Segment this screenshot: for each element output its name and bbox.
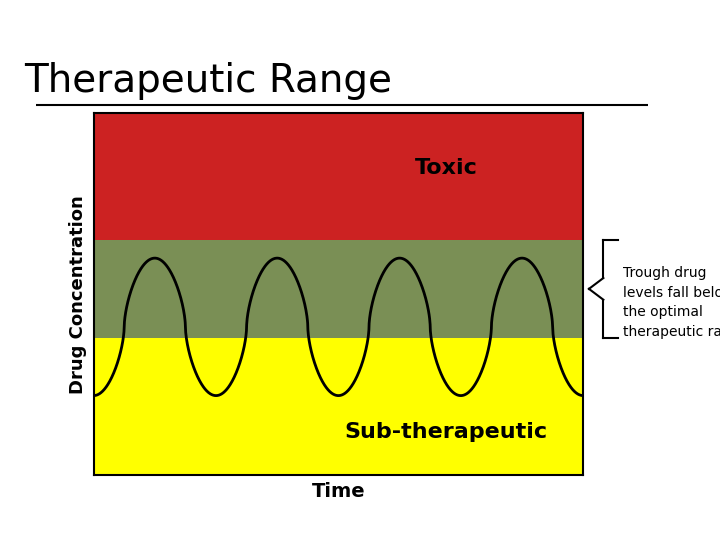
Bar (94, 113, 583, 240)
X-axis label: Time: Time (312, 482, 365, 501)
Text: Sub-therapeutic: Sub-therapeutic (345, 422, 548, 442)
Text: Trough drug
levels fall below
the optimal
therapeutic range.: Trough drug levels fall below the optima… (623, 266, 720, 339)
Bar (94, 240, 583, 338)
Y-axis label: Drug Concentration: Drug Concentration (68, 195, 86, 394)
Text: Therapeutic Range: Therapeutic Range (24, 62, 392, 100)
Bar (94, 338, 583, 475)
Text: Toxic: Toxic (415, 158, 477, 178)
